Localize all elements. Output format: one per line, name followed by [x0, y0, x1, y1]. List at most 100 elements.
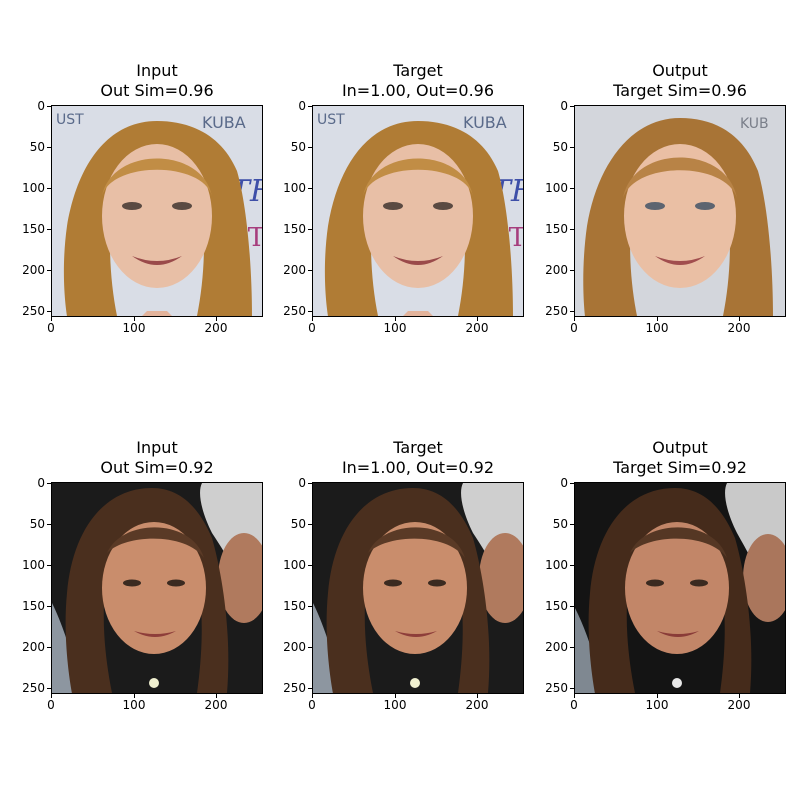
- y-tick-label: 150: [545, 222, 568, 236]
- y-tick-mark: [47, 688, 51, 689]
- x-tick-label: 200: [727, 698, 751, 712]
- y-tick-mark: [47, 565, 51, 566]
- y-tick-mark: [47, 270, 51, 271]
- x-tick-label: 100: [383, 698, 407, 712]
- panel-5: 0 100 200 0 50 100 150 200 250: [283, 476, 524, 712]
- panel-1: KUBA UST TH ST 0 100 200 0 50 100 150 20…: [22, 99, 263, 335]
- y-tick-mark: [570, 311, 574, 312]
- y-tick-label: 150: [22, 599, 45, 613]
- panel-3-title-line2: Target Sim=0.96: [613, 81, 747, 100]
- y-tick-label: 100: [283, 181, 306, 195]
- y-tick-label: 200: [283, 263, 306, 277]
- x-tick-mark: [657, 317, 658, 321]
- panel-6-title: Output Target Sim=0.92: [574, 438, 786, 478]
- y-tick-label: 50: [552, 517, 568, 531]
- y-tick-label: 50: [552, 140, 568, 154]
- y-tick-label: 250: [22, 681, 45, 695]
- y-tick-label: 50: [290, 517, 306, 531]
- y-tick-mark: [308, 647, 312, 648]
- y-tick-label: 200: [283, 640, 306, 654]
- x-tick-mark: [574, 694, 575, 698]
- y-tick-label: 200: [22, 640, 45, 654]
- y-tick-label: 100: [22, 181, 45, 195]
- x-tick-label: 0: [308, 321, 316, 335]
- panel-3-title: Output Target Sim=0.96: [574, 61, 786, 101]
- panel-2-title-line2: In=1.00, Out=0.96: [341, 81, 495, 100]
- y-tick-mark: [570, 688, 574, 689]
- y-tick-label: 150: [283, 222, 306, 236]
- x-tick-mark: [477, 317, 478, 321]
- panel-5-title-line1: Target: [393, 438, 443, 457]
- y-tick-mark: [308, 524, 312, 525]
- x-tick-label: 200: [465, 698, 489, 712]
- panel-2-title: Target In=1.00, Out=0.96: [312, 61, 524, 101]
- y-tick-mark: [570, 188, 574, 189]
- y-tick-label: 0: [560, 476, 568, 490]
- x-tick-mark: [312, 317, 313, 321]
- y-tick-mark: [570, 147, 574, 148]
- panel-1-title-line1: Input: [136, 61, 178, 80]
- face-image-5: [312, 482, 524, 694]
- y-tick-label: 200: [22, 263, 45, 277]
- y-tick-label: 50: [29, 140, 45, 154]
- x-tick-label: 100: [122, 321, 146, 335]
- x-tick-label: 200: [465, 321, 489, 335]
- y-tick-mark: [308, 229, 312, 230]
- y-tick-label: 0: [298, 99, 306, 113]
- panel-6-title-line1: Output: [652, 438, 708, 457]
- x-tick-label: 0: [47, 321, 55, 335]
- x-tick-mark: [134, 694, 135, 698]
- x-tick-mark: [739, 317, 740, 321]
- x-tick-label: 0: [308, 698, 316, 712]
- panel-1-title-line2: Out Sim=0.96: [100, 81, 214, 100]
- y-tick-label: 0: [37, 476, 45, 490]
- y-tick-label: 100: [545, 558, 568, 572]
- y-tick-mark: [570, 565, 574, 566]
- x-tick-mark: [312, 694, 313, 698]
- y-tick-mark: [47, 229, 51, 230]
- svg-text:KUBA: KUBA: [463, 113, 507, 132]
- x-tick-mark: [216, 317, 217, 321]
- x-tick-mark: [134, 317, 135, 321]
- panel-3: KUB 0 100 200 0 50 100 150 200 250: [545, 99, 786, 335]
- y-tick-label: 250: [545, 304, 568, 318]
- x-tick-mark: [477, 694, 478, 698]
- y-tick-mark: [47, 647, 51, 648]
- y-tick-mark: [308, 606, 312, 607]
- y-tick-label: 200: [545, 263, 568, 277]
- panel-6-title-line2: Target Sim=0.92: [613, 458, 747, 477]
- y-tick-mark: [308, 311, 312, 312]
- svg-text:KUB: KUB: [740, 116, 769, 132]
- y-tick-mark: [308, 565, 312, 566]
- panel-4-title: Input Out Sim=0.92: [51, 438, 263, 478]
- x-tick-label: 200: [727, 321, 751, 335]
- y-tick-label: 250: [22, 304, 45, 318]
- face-image-2: KUBA UST TH ST: [312, 105, 524, 317]
- y-tick-mark: [570, 229, 574, 230]
- y-tick-mark: [47, 188, 51, 189]
- y-tick-mark: [47, 147, 51, 148]
- y-tick-mark: [308, 188, 312, 189]
- panel-5-title-line2: In=1.00, Out=0.92: [341, 458, 495, 477]
- panel-4-title-line2: Out Sim=0.92: [100, 458, 214, 477]
- y-tick-mark: [570, 647, 574, 648]
- y-tick-label: 0: [37, 99, 45, 113]
- svg-text:KUBA: KUBA: [202, 113, 246, 132]
- panel-1-title: Input Out Sim=0.96: [51, 61, 263, 101]
- x-tick-label: 200: [204, 698, 228, 712]
- y-tick-mark: [570, 106, 574, 107]
- y-tick-label: 100: [545, 181, 568, 195]
- panel-6: 0 100 200 0 50 100 150 200 250: [545, 476, 786, 712]
- y-tick-label: 250: [545, 681, 568, 695]
- x-tick-label: 200: [204, 321, 228, 335]
- y-tick-label: 100: [22, 558, 45, 572]
- x-tick-label: 100: [645, 698, 669, 712]
- y-tick-label: 0: [560, 99, 568, 113]
- y-tick-mark: [308, 147, 312, 148]
- y-tick-mark: [570, 270, 574, 271]
- y-tick-mark: [308, 483, 312, 484]
- y-tick-mark: [47, 483, 51, 484]
- y-tick-mark: [570, 483, 574, 484]
- y-tick-mark: [570, 524, 574, 525]
- x-tick-label: 100: [645, 321, 669, 335]
